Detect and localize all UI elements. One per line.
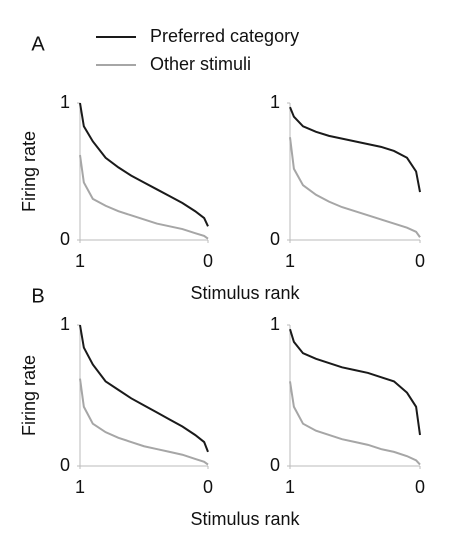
y-tick-label: 1 xyxy=(60,314,70,334)
y-tick-label: 1 xyxy=(270,314,280,334)
series-line xyxy=(79,378,209,466)
series-line xyxy=(79,154,209,240)
x-tick-label: 1 xyxy=(75,477,85,497)
y-axis-label: Firing rate xyxy=(19,131,39,212)
x-tick-label: 0 xyxy=(203,251,213,271)
x-tick-label: 1 xyxy=(285,477,295,497)
legend-label: Preferred category xyxy=(150,26,299,46)
x-tick-label: 0 xyxy=(415,477,425,497)
x-tick-label: 0 xyxy=(415,251,425,271)
x-axis-label: Stimulus rank xyxy=(190,509,300,529)
panel-label: A xyxy=(31,33,45,55)
x-tick-label: 0 xyxy=(203,477,213,497)
x-tick-label: 1 xyxy=(75,251,85,271)
x-axis-label: Stimulus rank xyxy=(190,283,300,303)
y-tick-label: 0 xyxy=(60,229,70,249)
series-line xyxy=(289,381,421,466)
series-line xyxy=(79,324,209,453)
x-tick-label: 1 xyxy=(285,251,295,271)
panel-label: B xyxy=(31,285,44,307)
series-line xyxy=(289,328,421,436)
y-axis-label: Firing rate xyxy=(19,355,39,436)
legend-label: Other stimuli xyxy=(150,54,251,74)
y-tick-label: 0 xyxy=(270,455,280,475)
y-tick-label: 0 xyxy=(270,229,280,249)
series-line xyxy=(79,102,209,227)
series-line xyxy=(289,106,421,193)
y-tick-label: 1 xyxy=(270,92,280,112)
y-tick-label: 0 xyxy=(60,455,70,475)
series-line xyxy=(289,137,421,238)
y-tick-label: 1 xyxy=(60,92,70,112)
